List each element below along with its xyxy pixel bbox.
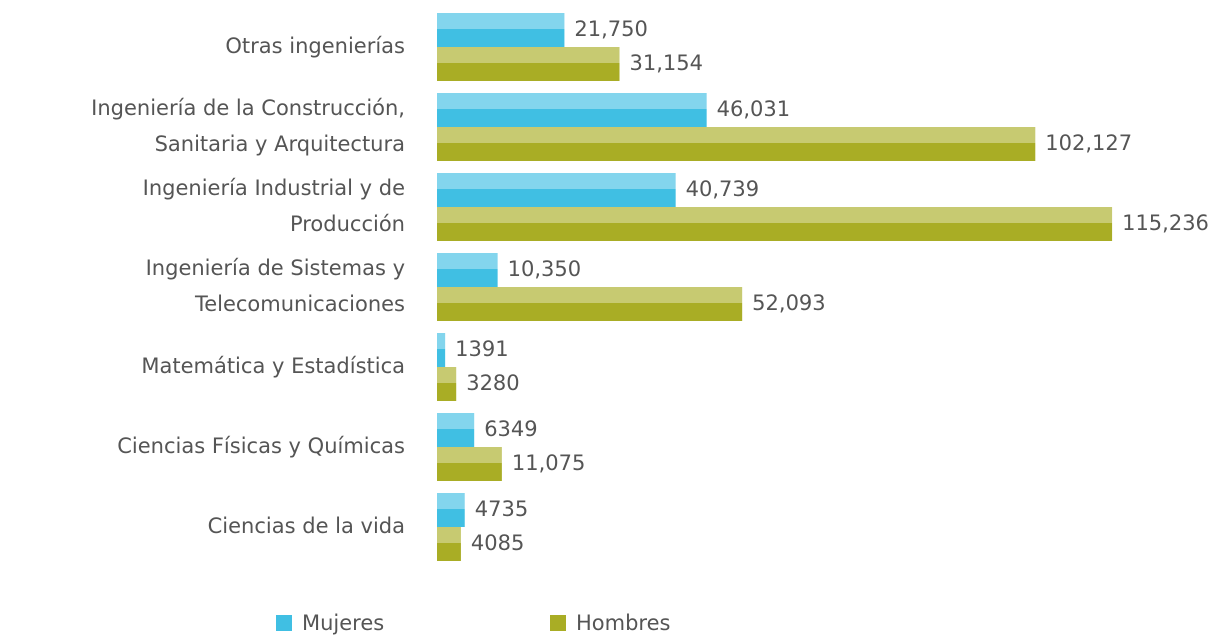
- category-label: Otras ingenierías: [225, 34, 405, 58]
- bar: [437, 333, 446, 367]
- value-label: 102,127: [1045, 131, 1132, 155]
- value-label: 6349: [484, 417, 537, 441]
- category-label-line: Telecomunicaciones: [194, 292, 405, 316]
- category-label-line: Producción: [290, 212, 405, 236]
- category-label: Ciencias Físicas y Químicas: [117, 434, 405, 458]
- bar: [437, 207, 1113, 241]
- category-label-line: Ingeniería Industrial y de: [143, 176, 405, 200]
- legend-label: Hombres: [576, 611, 670, 635]
- category-label-line: Ingeniería de la Construcción,: [91, 96, 405, 120]
- legend-swatch: [276, 615, 292, 631]
- legend-label: Mujeres: [302, 611, 384, 635]
- value-label: 4735: [475, 497, 528, 521]
- value-label: 46,031: [717, 97, 790, 121]
- category-label: Ingeniería Industrial y de Producción: [143, 176, 405, 236]
- bar: [437, 413, 475, 447]
- bar: [437, 253, 498, 287]
- value-label: 21,750: [574, 17, 647, 41]
- value-label: 11,075: [512, 451, 585, 475]
- value-label: 1391: [455, 337, 508, 361]
- value-label: 52,093: [752, 291, 825, 315]
- legend-swatch: [550, 615, 566, 631]
- value-label: 4085: [471, 531, 524, 555]
- bar: [437, 13, 565, 47]
- category-label-line: Sanitaria y Arquitectura: [155, 132, 405, 156]
- category-label: Ciencias de la vida: [208, 514, 405, 538]
- category-label-line: Ingeniería de Sistemas y: [146, 256, 405, 280]
- value-label: 10,350: [508, 257, 581, 281]
- value-label: 3280: [466, 371, 519, 395]
- bar: [437, 527, 461, 561]
- value-label: 40,739: [686, 177, 759, 201]
- bar: [437, 127, 1036, 161]
- bar: [437, 367, 457, 401]
- value-label: 115,236: [1122, 211, 1209, 235]
- category-label: Matemática y Estadística: [141, 354, 405, 378]
- bar: [437, 93, 707, 127]
- bar: [437, 173, 676, 207]
- value-label: 31,154: [630, 51, 703, 75]
- bar: [437, 493, 465, 527]
- category-label: Ingeniería de la Construcción, Sanitaria …: [91, 96, 405, 156]
- bar: [437, 447, 502, 481]
- bar: [437, 287, 743, 321]
- bar: [437, 47, 620, 81]
- category-label: Ingeniería de Sistemas y Telecomunicacion…: [146, 256, 405, 316]
